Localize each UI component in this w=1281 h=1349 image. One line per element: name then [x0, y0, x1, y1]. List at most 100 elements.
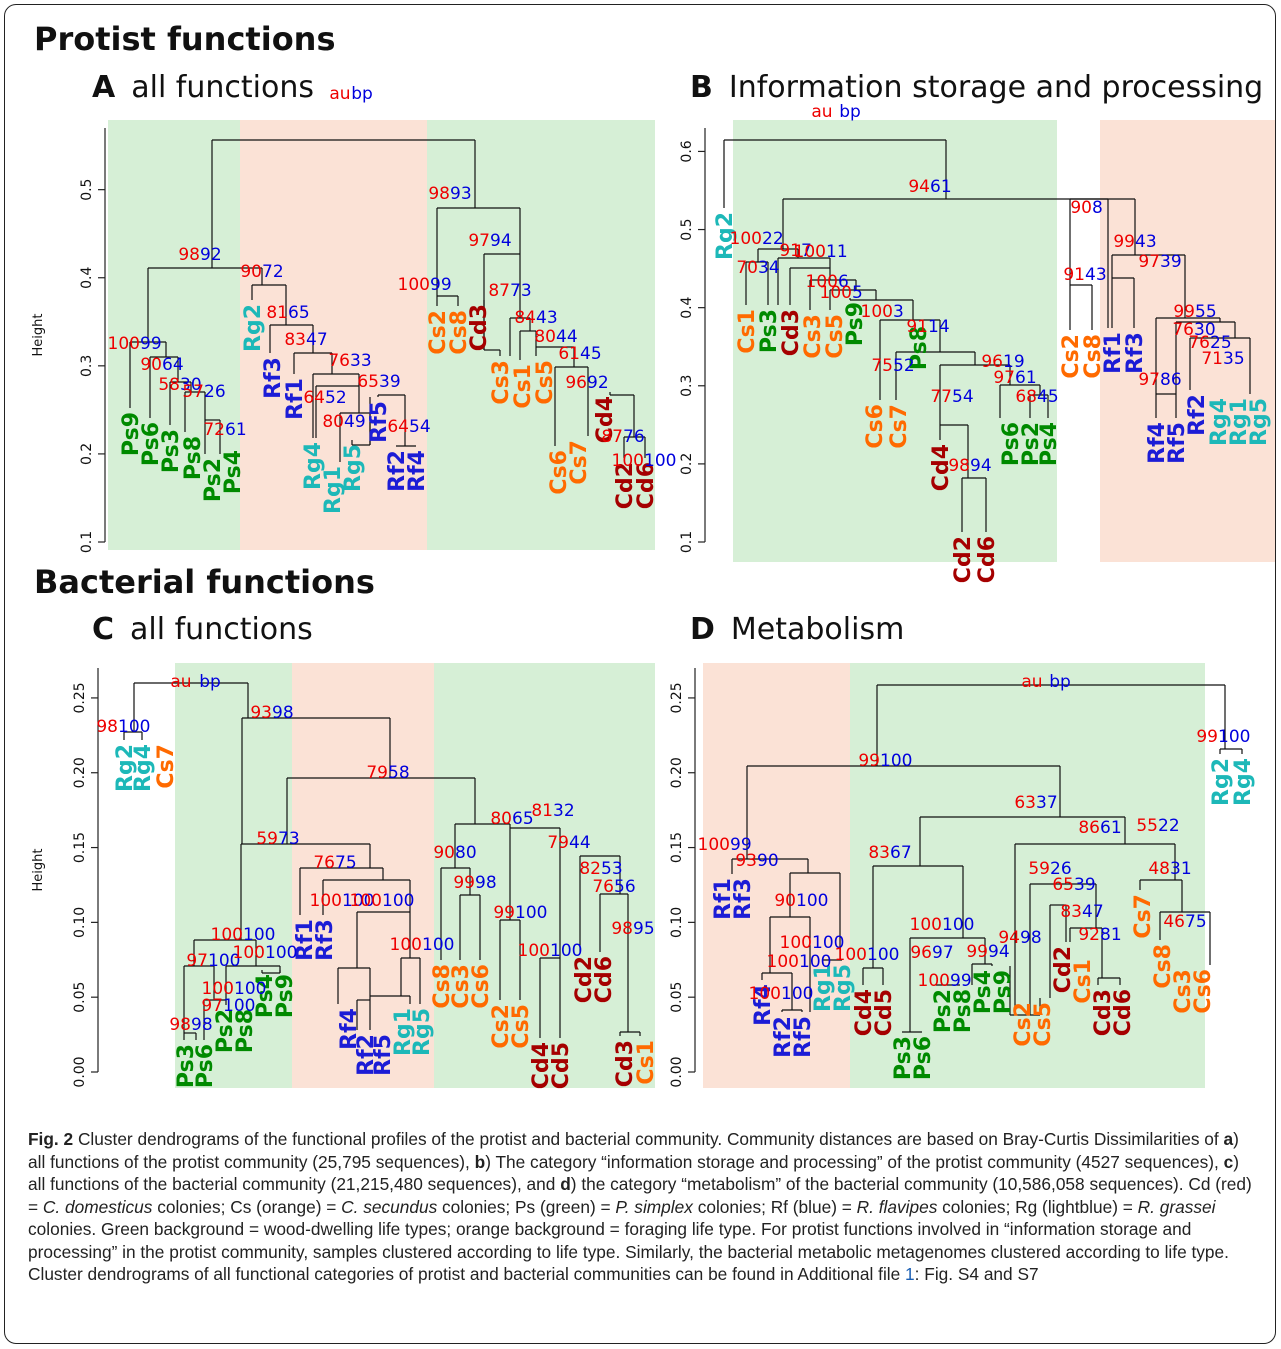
y-tick-label: 0.4	[679, 296, 695, 318]
bp-support-value: 100	[208, 951, 240, 971]
bp-support-value: 86	[1160, 370, 1182, 390]
bp-support-value: 99	[140, 334, 162, 354]
y-tick-label: 0.10	[72, 907, 88, 938]
au-support-value: 91	[779, 241, 801, 261]
au-support-value: 96	[910, 943, 932, 963]
au-support-value: 96	[981, 352, 1003, 372]
au-support-value: 58	[158, 375, 180, 395]
leaf-label: Rg4	[1231, 758, 1256, 806]
leaf-label: Rg5	[410, 1008, 435, 1056]
life-type-background	[108, 120, 240, 550]
bp-support-value: 26	[204, 382, 226, 402]
au-support-value: 87	[601, 427, 623, 447]
leaf-label: Ps8	[233, 1009, 258, 1053]
au-support-value: 97	[993, 368, 1015, 388]
leaf-label: Cd6	[634, 462, 659, 509]
leaf-label: Ps9	[991, 970, 1016, 1014]
caption-text: ) The category “information storage and …	[485, 1151, 1224, 1172]
leaf-label: Rf2	[385, 450, 410, 492]
bp-support-value: 55	[1195, 302, 1217, 322]
y-tick-label: 0.25	[669, 682, 685, 713]
bp-support-value: 25	[1210, 333, 1232, 353]
au-support-value: 79	[547, 833, 569, 853]
au-support-value: 100	[398, 275, 430, 295]
bp-support-value: 67	[890, 843, 912, 863]
au-support-value: 61	[558, 344, 580, 364]
bp-support-value: 53	[601, 859, 623, 879]
leaf-label: Rf3	[1123, 332, 1148, 374]
leaf-label: Cs2	[426, 310, 451, 355]
au-support-value: 65	[1052, 875, 1074, 895]
y-tick-label: 0.00	[72, 1056, 88, 1087]
bp-support-value: 97	[932, 943, 954, 963]
bp-support-value: 54	[409, 417, 431, 437]
leaf-label: Cs5	[533, 360, 558, 405]
bp-support-value: 100	[265, 943, 297, 963]
au-support-value: 86	[1078, 818, 1100, 838]
leaf-label: Cs8	[447, 310, 472, 355]
bp-support-value: 45	[1037, 387, 1059, 407]
au-support-value: 90	[1070, 198, 1092, 218]
caption-text: C. domesticus	[42, 1196, 153, 1217]
au-support-value: 98	[96, 717, 118, 737]
au-support-value: 80	[534, 327, 556, 347]
bp-support-value: 94	[490, 231, 512, 251]
bp-support-value: 100	[382, 891, 414, 911]
y-tick-label: 0.15	[669, 832, 685, 863]
leaf-label: Rg2	[1209, 758, 1234, 806]
bp-support-value: 45	[580, 344, 602, 364]
leaf-label: Ps3	[757, 309, 782, 353]
au-support-value: 90	[433, 843, 455, 863]
leaf-label: Ps9	[119, 412, 144, 456]
au-support-value: 92	[1078, 925, 1100, 945]
leaf-label: Ps2	[931, 989, 956, 1033]
panel-c-title: all functions	[130, 612, 313, 647]
au-support-value: 100	[612, 451, 644, 471]
bp-support-value: 49	[344, 412, 366, 432]
bp-support-value: 3	[893, 302, 904, 322]
caption-text: a	[1223, 1129, 1234, 1149]
leaf-label: Cd6	[592, 956, 617, 1003]
au-support-value: 81	[266, 303, 288, 323]
leaf-label: Cd3	[1091, 989, 1116, 1036]
bp-legend-label: bp	[839, 102, 861, 122]
au-support-value: 98	[178, 245, 200, 265]
leaf-label: Rf5	[371, 1034, 396, 1076]
au-support-value: 100	[835, 945, 867, 965]
au-support-value: 76	[1172, 320, 1194, 340]
additional-file-link[interactable]: 1	[905, 1264, 915, 1284]
leaf-label: Rf3	[313, 919, 338, 961]
y-tick-label: 0.25	[72, 682, 88, 713]
leaf-label: Rg2	[113, 744, 138, 792]
life-type-background	[850, 663, 1205, 1088]
au-support-value: 77	[930, 387, 952, 407]
leaf-label: Cs7	[887, 404, 912, 449]
leaf-label: Cd4	[593, 396, 618, 443]
au-support-value: 76	[328, 351, 350, 371]
bp-support-value: 100	[223, 996, 255, 1016]
au-support-value: 83	[1060, 902, 1082, 922]
au-support-value: 100	[767, 952, 799, 972]
leaf-label: Rf1	[293, 919, 318, 961]
caption-text: colonies; Rg (lightblue) =	[937, 1196, 1138, 1217]
bp-support-value: 99	[730, 835, 752, 855]
y-tick-label: 0.2	[679, 453, 695, 475]
au-legend-label: au	[1021, 672, 1042, 692]
caption-text: C. secundus	[341, 1196, 438, 1217]
leaf-label: Cd2	[613, 462, 638, 509]
bp-support-value: 52	[893, 356, 915, 376]
caption-text: P. simplex	[615, 1196, 693, 1217]
leaf-label: Rg1	[1227, 398, 1252, 446]
au-support-value: 76	[313, 853, 335, 873]
leaf-label: Cs1	[634, 1040, 659, 1085]
life-type-background	[1100, 120, 1275, 562]
au-support-value: 97	[201, 996, 223, 1016]
leaf-label: Cd6	[1111, 989, 1136, 1036]
au-support-value: 68	[1015, 387, 1037, 407]
au-support-value: 100	[202, 979, 234, 999]
bp-support-value: 30	[180, 375, 202, 395]
leaf-label: Cs6	[547, 450, 572, 495]
leaf-label: Cs1	[735, 309, 760, 354]
bp-support-value: 7	[801, 241, 812, 261]
